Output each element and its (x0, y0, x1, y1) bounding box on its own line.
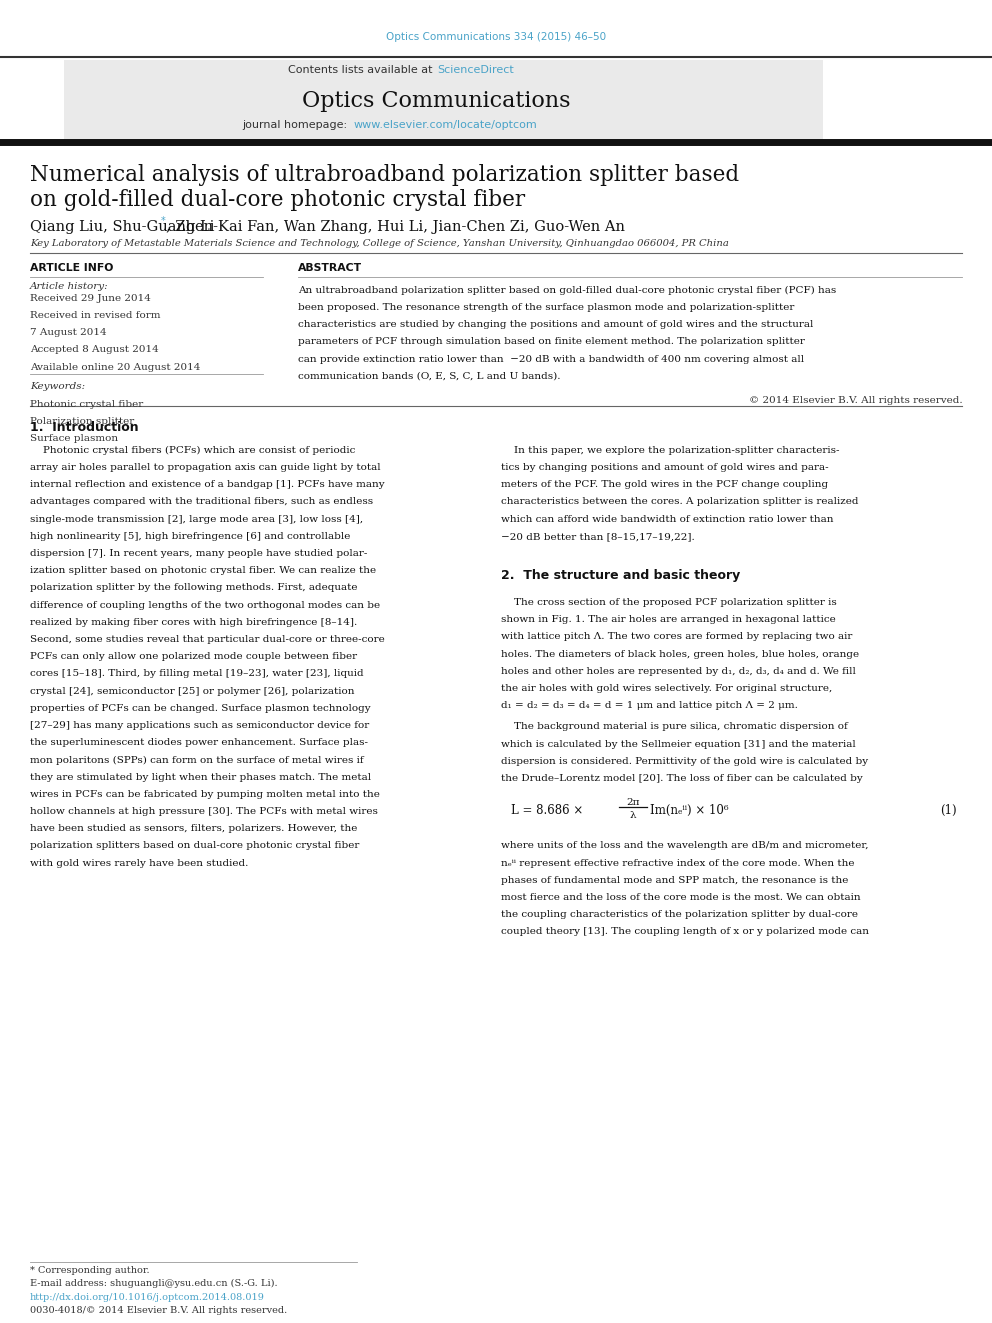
Text: most fierce and the loss of the core mode is the most. We can obtain: most fierce and the loss of the core mod… (501, 893, 860, 902)
Text: http://dx.doi.org/10.1016/j.optcom.2014.08.019: http://dx.doi.org/10.1016/j.optcom.2014.… (30, 1293, 265, 1302)
Text: Article history:: Article history: (30, 282, 108, 291)
Text: tics by changing positions and amount of gold wires and para-: tics by changing positions and amount of… (501, 463, 828, 472)
Text: with lattice pitch Λ. The two cores are formed by replacing two air: with lattice pitch Λ. The two cores are … (501, 632, 852, 642)
Text: difference of coupling lengths of the two orthogonal modes can be: difference of coupling lengths of the tw… (30, 601, 380, 610)
Text: −20 dB better than [8–15,17–19,22].: −20 dB better than [8–15,17–19,22]. (501, 532, 694, 541)
Text: crystal [24], semiconductor [25] or polymer [26], polarization: crystal [24], semiconductor [25] or poly… (30, 687, 354, 696)
Text: ScienceDirect: ScienceDirect (437, 65, 514, 75)
Text: An ultrabroadband polarization splitter based on gold-filled dual-core photonic : An ultrabroadband polarization splitter … (298, 286, 836, 295)
Text: mon polaritons (SPPs) can form on the surface of metal wires if: mon polaritons (SPPs) can form on the su… (30, 755, 363, 765)
Text: © 2014 Elsevier B.V. All rights reserved.: © 2014 Elsevier B.V. All rights reserved… (749, 396, 962, 405)
FancyBboxPatch shape (64, 60, 823, 139)
Text: The background material is pure silica, chromatic dispersion of: The background material is pure silica, … (501, 722, 848, 732)
Text: can provide extinction ratio lower than  −20 dB with a bandwidth of 400 nm cover: can provide extinction ratio lower than … (298, 355, 804, 364)
Text: Keywords:: Keywords: (30, 382, 85, 392)
Text: 2π: 2π (626, 798, 640, 807)
Text: Optics Communications 334 (2015) 46–50: Optics Communications 334 (2015) 46–50 (386, 32, 606, 42)
Text: Contents lists available at: Contents lists available at (289, 65, 436, 75)
Text: dispersion is considered. Permittivity of the gold wire is calculated by: dispersion is considered. Permittivity o… (501, 757, 868, 766)
Text: hollow channels at high pressure [30]. The PCFs with metal wires: hollow channels at high pressure [30]. T… (30, 807, 378, 816)
Text: holes and other holes are represented by d₁, d₂, d₃, d₄ and d. We fill: holes and other holes are represented by… (501, 667, 856, 676)
Text: properties of PCFs can be changed. Surface plasmon technology: properties of PCFs can be changed. Surfa… (30, 704, 370, 713)
Text: have been studied as sensors, filters, polarizers. However, the: have been studied as sensors, filters, p… (30, 824, 357, 833)
Text: Received 29 June 2014: Received 29 June 2014 (30, 294, 151, 303)
Text: Accepted 8 August 2014: Accepted 8 August 2014 (30, 345, 159, 355)
Text: Available online 20 August 2014: Available online 20 August 2014 (30, 363, 200, 372)
Text: which can afford wide bandwidth of extinction ratio lower than: which can afford wide bandwidth of extin… (501, 515, 833, 524)
Text: journal homepage:: journal homepage: (242, 120, 351, 131)
Text: Im(nₑⁱⁱ) × 10⁶: Im(nₑⁱⁱ) × 10⁶ (650, 804, 728, 818)
Text: single-mode transmission [2], large mode area [3], low loss [4],: single-mode transmission [2], large mode… (30, 515, 363, 524)
Text: E-mail address: shuguangli@ysu.edu.cn (S.-G. Li).: E-mail address: shuguangli@ysu.edu.cn (S… (30, 1279, 278, 1289)
Text: ARTICLE INFO: ARTICLE INFO (30, 263, 113, 274)
Text: communication bands (O, E, S, C, L and U bands).: communication bands (O, E, S, C, L and U… (298, 372, 560, 381)
Text: 1.  Introduction: 1. Introduction (30, 421, 138, 434)
Text: array air holes parallel to propagation axis can guide light by total: array air holes parallel to propagation … (30, 463, 380, 472)
Text: In this paper, we explore the polarization-splitter characteris-: In this paper, we explore the polarizati… (501, 446, 839, 455)
Text: characteristics between the cores. A polarization splitter is realized: characteristics between the cores. A pol… (501, 497, 858, 507)
Text: Second, some studies reveal that particular dual-core or three-core: Second, some studies reveal that particu… (30, 635, 385, 644)
Text: coupled theory [13]. The coupling length of x or y polarized mode can: coupled theory [13]. The coupling length… (501, 927, 869, 937)
Text: advantages compared with the traditional fibers, such as endless: advantages compared with the traditional… (30, 497, 373, 507)
Text: , Zhen-Kai Fan, Wan Zhang, Hui Li, Jian-Chen Zi, Guo-Wen An: , Zhen-Kai Fan, Wan Zhang, Hui Li, Jian-… (166, 220, 625, 234)
Text: d₁ = d₂ = d₃ = d₄ = d = 1 μm and lattice pitch Λ = 2 μm.: d₁ = d₂ = d₃ = d₄ = d = 1 μm and lattice… (501, 701, 798, 710)
Text: the Drude–Lorentz model [20]. The loss of fiber can be calculated by: the Drude–Lorentz model [20]. The loss o… (501, 774, 863, 783)
Text: with gold wires rarely have been studied.: with gold wires rarely have been studied… (30, 859, 248, 868)
Text: (1): (1) (940, 804, 957, 818)
Text: shown in Fig. 1. The air holes are arranged in hexagonal lattice: shown in Fig. 1. The air holes are arran… (501, 615, 835, 624)
Text: wires in PCFs can be fabricated by pumping molten metal into the: wires in PCFs can be fabricated by pumpi… (30, 790, 380, 799)
Text: Optics Communications: Optics Communications (303, 90, 570, 112)
Text: [27–29] has many applications such as semiconductor device for: [27–29] has many applications such as se… (30, 721, 369, 730)
Text: the superluminescent diodes power enhancement. Surface plas-: the superluminescent diodes power enhanc… (30, 738, 368, 747)
Text: The cross section of the proposed PCF polarization splitter is: The cross section of the proposed PCF po… (501, 598, 836, 607)
Text: which is calculated by the Sellmeier equation [31] and the material: which is calculated by the Sellmeier equ… (501, 740, 856, 749)
Text: Numerical analysis of ultrabroadband polarization splitter based: Numerical analysis of ultrabroadband pol… (30, 164, 739, 187)
Text: nₑⁱⁱ represent effective refractive index of the core mode. When the: nₑⁱⁱ represent effective refractive inde… (501, 859, 854, 868)
Text: ABSTRACT: ABSTRACT (298, 263, 362, 274)
Text: L = 8.686 ×: L = 8.686 × (511, 804, 583, 818)
Text: Key Laboratory of Metastable Materials Science and Technology, College of Scienc: Key Laboratory of Metastable Materials S… (30, 239, 729, 249)
Text: on gold-filled dual-core photonic crystal fiber: on gold-filled dual-core photonic crysta… (30, 189, 525, 212)
Text: characteristics are studied by changing the positions and amount of gold wires a: characteristics are studied by changing … (298, 320, 813, 329)
Text: meters of the PCF. The gold wires in the PCF change coupling: meters of the PCF. The gold wires in the… (501, 480, 828, 490)
Text: been proposed. The resonance strength of the surface plasmon mode and polarizati: been proposed. The resonance strength of… (298, 303, 794, 312)
Text: Photonic crystal fiber: Photonic crystal fiber (30, 400, 143, 409)
Text: Polarization splitter: Polarization splitter (30, 417, 134, 426)
Text: the coupling characteristics of the polarization splitter by dual-core: the coupling characteristics of the pola… (501, 910, 858, 919)
Text: high nonlinearity [5], high birefringence [6] and controllable: high nonlinearity [5], high birefringenc… (30, 532, 350, 541)
Text: holes. The diameters of black holes, green holes, blue holes, orange: holes. The diameters of black holes, gre… (501, 650, 859, 659)
Text: PCFs can only allow one polarized mode couple between fiber: PCFs can only allow one polarized mode c… (30, 652, 357, 662)
Text: Surface plasmon: Surface plasmon (30, 434, 118, 443)
Text: 7 August 2014: 7 August 2014 (30, 328, 106, 337)
Text: polarization splitters based on dual-core photonic crystal fiber: polarization splitters based on dual-cor… (30, 841, 359, 851)
Text: www.elsevier.com/locate/optcom: www.elsevier.com/locate/optcom (353, 120, 537, 131)
Text: they are stimulated by light when their phases match. The metal: they are stimulated by light when their … (30, 773, 371, 782)
Text: where units of the loss and the wavelength are dB/m and micrometer,: where units of the loss and the waveleng… (501, 841, 868, 851)
Text: 2.  The structure and basic theory: 2. The structure and basic theory (501, 569, 740, 582)
Text: realized by making fiber cores with high birefringence [8–14].: realized by making fiber cores with high… (30, 618, 357, 627)
Text: the air holes with gold wires selectively. For original structure,: the air holes with gold wires selectivel… (501, 684, 832, 693)
Text: dispersion [7]. In recent years, many people have studied polar-: dispersion [7]. In recent years, many pe… (30, 549, 367, 558)
Text: 0030-4018/© 2014 Elsevier B.V. All rights reserved.: 0030-4018/© 2014 Elsevier B.V. All right… (30, 1306, 287, 1315)
Text: phases of fundamental mode and SPP match, the resonance is the: phases of fundamental mode and SPP match… (501, 876, 848, 885)
Text: * Corresponding author.: * Corresponding author. (30, 1266, 150, 1275)
Text: λ: λ (630, 811, 636, 820)
Text: ization splitter based on photonic crystal fiber. We can realize the: ization splitter based on photonic cryst… (30, 566, 376, 576)
Text: Qiang Liu, Shu-Guang Li: Qiang Liu, Shu-Guang Li (30, 220, 214, 234)
Text: *: * (161, 216, 166, 226)
Text: polarization splitter by the following methods. First, adequate: polarization splitter by the following m… (30, 583, 357, 593)
Text: Photonic crystal fibers (PCFs) which are consist of periodic: Photonic crystal fibers (PCFs) which are… (30, 446, 355, 455)
Text: cores [15–18]. Third, by filling metal [19–23], water [23], liquid: cores [15–18]. Third, by filling metal [… (30, 669, 363, 679)
Text: internal reflection and existence of a bandgap [1]. PCFs have many: internal reflection and existence of a b… (30, 480, 384, 490)
Text: Received in revised form: Received in revised form (30, 311, 161, 320)
Text: parameters of PCF through simulation based on finite element method. The polariz: parameters of PCF through simulation bas… (298, 337, 805, 347)
